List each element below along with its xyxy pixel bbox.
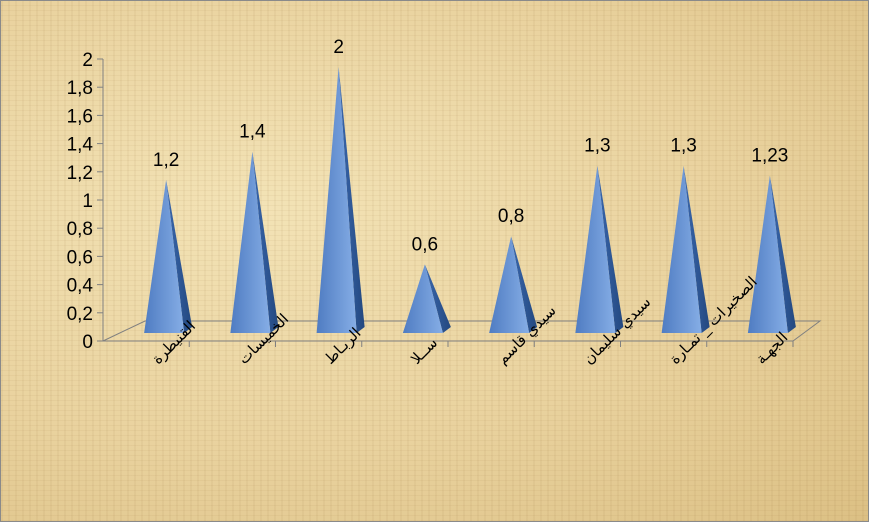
- y-axis: 0 0,2 0,4 0,6 0,8 1 1,2 1,4 1,6 1,8 2: [67, 50, 104, 353]
- bar: [144, 179, 193, 333]
- data-label: 1,3: [670, 136, 696, 157]
- bar-front-face: [661, 165, 702, 333]
- bar-side-face: [424, 264, 451, 333]
- bar-side-face: [597, 165, 624, 333]
- data-label: 1,23: [751, 146, 788, 167]
- bar-front-face: [316, 67, 357, 333]
- bar: [230, 151, 279, 333]
- y-tick-label: 1: [82, 191, 93, 212]
- bar: [316, 67, 365, 333]
- y-tick-label: 1,2: [67, 163, 93, 184]
- bar: [747, 175, 796, 333]
- data-label: 1,4: [239, 122, 266, 143]
- data-label: 1,2: [153, 150, 179, 171]
- bar-front-face: [575, 165, 616, 333]
- bar-side-face: [166, 179, 193, 333]
- data-label: 0,6: [412, 234, 438, 255]
- bar-side-face: [683, 165, 710, 333]
- data-label: 0,8: [498, 206, 524, 227]
- y-tick-label: 0,8: [67, 219, 93, 240]
- chart-floor: [102, 320, 822, 342]
- category-label: ســلا: [407, 334, 441, 368]
- bar-front-face: [747, 175, 788, 333]
- y-tick-label: 0,4: [67, 276, 94, 297]
- bar-side-face: [338, 67, 365, 333]
- bar-front-face: [144, 179, 185, 333]
- bar-front-face: [230, 151, 271, 333]
- bar: [661, 165, 710, 333]
- y-tick-label: 0: [82, 332, 93, 353]
- y-tick-label: 1,8: [67, 78, 93, 99]
- y-tick-label: 1,6: [67, 106, 93, 127]
- data-label: 2: [333, 37, 344, 58]
- floor-plane: [102, 320, 822, 342]
- bar: [402, 264, 451, 333]
- y-tick-label: 0,2: [67, 304, 93, 325]
- bar-side-face: [252, 151, 279, 333]
- bar-front-face: [402, 264, 443, 333]
- bar: [489, 236, 538, 333]
- y-tick-label: 0,6: [67, 247, 93, 268]
- bar-front-face: [489, 236, 530, 333]
- bars: [144, 67, 796, 333]
- bar-side-face: [511, 236, 538, 333]
- bar: [575, 165, 624, 333]
- data-label: 1,3: [584, 136, 610, 157]
- category-label: الجهـة: [752, 328, 791, 367]
- y-tick-label: 2: [82, 50, 93, 71]
- bar-side-face: [769, 175, 796, 333]
- data-labels: 1,2 1,4 2 0,6 0,8 1,3 1,3 1,23: [153, 37, 788, 255]
- y-tick-label: 1,4: [67, 135, 94, 156]
